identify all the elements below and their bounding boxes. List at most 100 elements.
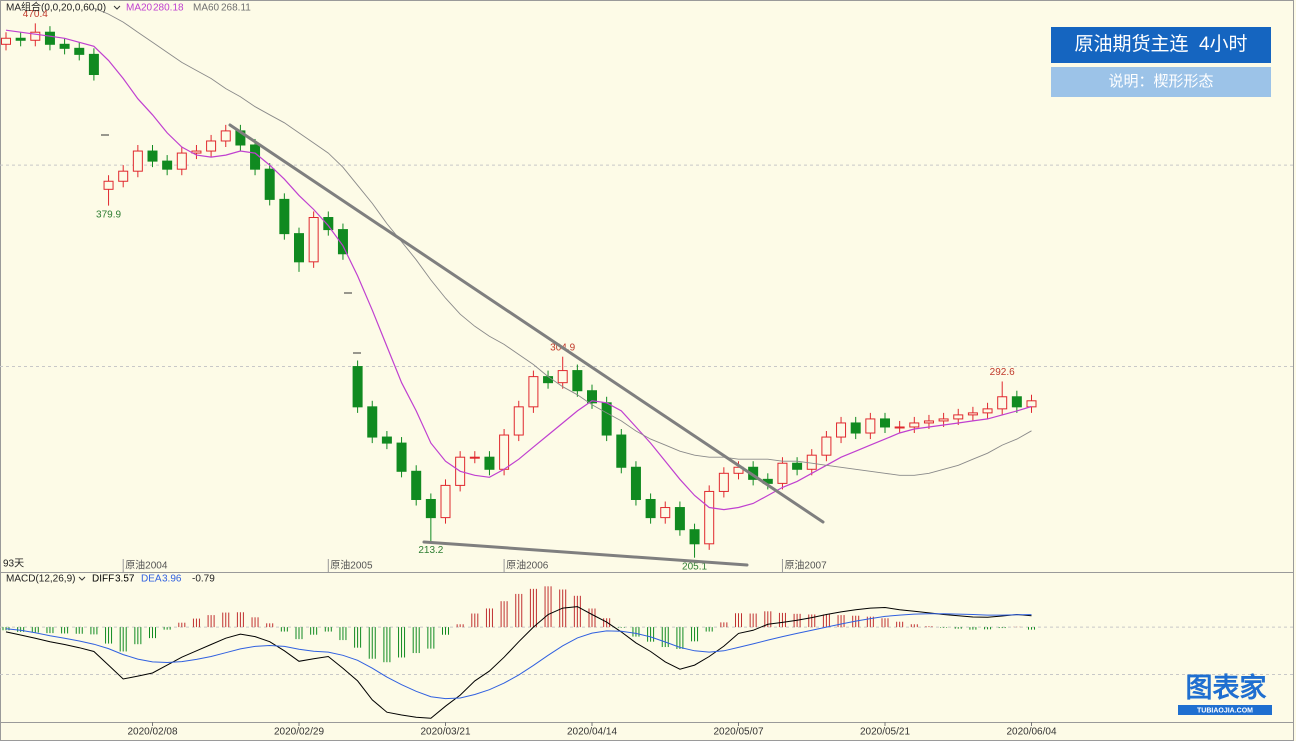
macd-line xyxy=(5,613,1032,700)
candle-body xyxy=(1026,400,1037,408)
candle-body xyxy=(997,396,1008,410)
candle-body xyxy=(953,414,964,420)
candle-body xyxy=(44,31,55,45)
note-box xyxy=(1051,67,1271,97)
dropdown-icon xyxy=(78,576,86,581)
candle-body xyxy=(499,434,510,470)
logo: 图表家 xyxy=(1186,672,1267,703)
low-label: 213.2 xyxy=(418,545,443,556)
legend-value: 280.18 xyxy=(153,3,184,14)
candle-body xyxy=(967,412,978,416)
panel-title: 原油期货主连 4小时 xyxy=(1074,33,1247,55)
candle-body xyxy=(909,422,920,428)
candle-body xyxy=(718,472,729,492)
wedge-lower xyxy=(422,540,749,567)
candle-body xyxy=(821,436,832,456)
plot: 2020/02/08 2020/02/29 2020/03/21 2020/04/14… xyxy=(0,7,1294,738)
legend-name: DIFF xyxy=(92,574,114,585)
legend-value: 268.11 xyxy=(221,3,251,14)
candle-body xyxy=(74,47,85,55)
candle-body xyxy=(601,402,612,436)
legend-name: DEA xyxy=(141,574,162,585)
candle-body xyxy=(425,498,436,519)
candle-body xyxy=(279,198,290,235)
legend-name: MA60 xyxy=(193,3,220,14)
candle-body xyxy=(1,37,11,45)
candle-body xyxy=(513,406,524,436)
candle-body xyxy=(264,168,275,200)
candle-body xyxy=(220,130,231,142)
macd-label: MACD(12,26,9) xyxy=(6,574,75,585)
candle-body xyxy=(396,442,407,472)
candle-body xyxy=(337,229,348,255)
candle-body xyxy=(59,43,70,49)
candle-body xyxy=(323,217,334,231)
candle-body xyxy=(557,370,568,384)
candle-body xyxy=(367,406,378,438)
contract-label: 原油2007 xyxy=(784,559,827,572)
candle-body xyxy=(118,170,129,182)
x-tick-label: 2020/02/08 xyxy=(127,727,177,738)
candle-body xyxy=(352,366,363,408)
candle-body xyxy=(616,434,627,468)
panel-note: 说明：楔形形态 xyxy=(1108,73,1213,90)
indicator-label: MA组合(0,0,20,0,60,0) xyxy=(6,1,106,14)
candle-body xyxy=(469,456,480,459)
ma-line xyxy=(5,29,1032,511)
candle-body xyxy=(806,454,817,470)
title-box xyxy=(1051,27,1271,63)
candle-body xyxy=(572,370,583,392)
ma-line xyxy=(93,7,1032,476)
candle-body xyxy=(206,140,217,152)
candle-body xyxy=(630,466,641,500)
x-tick-label: 2020/03/21 xyxy=(420,727,470,738)
candle-body xyxy=(103,180,114,190)
candle-body xyxy=(250,144,261,170)
low-label: 205.1 xyxy=(682,561,707,572)
low-label: 379.9 xyxy=(96,209,121,220)
candle-body xyxy=(792,462,803,470)
candle-body xyxy=(733,466,744,474)
candle-body xyxy=(880,418,890,428)
period-label: 93天 xyxy=(3,559,24,570)
wedge-upper xyxy=(228,123,825,524)
candle-body xyxy=(982,408,993,414)
candle-body xyxy=(30,31,41,41)
x-tick-label: 2020/02/29 xyxy=(274,727,324,738)
dropdown-icon xyxy=(113,5,121,10)
macd-line xyxy=(5,606,1032,719)
contract-label: 原油2005 xyxy=(330,559,373,572)
high-label: 470.4 xyxy=(23,9,48,20)
legend-value: 3.96 xyxy=(162,574,182,585)
candle-body xyxy=(894,426,905,429)
x-tick-label: 2020/05/07 xyxy=(713,727,763,738)
candle-body xyxy=(147,150,158,162)
candle-body xyxy=(938,418,949,422)
x-tick-label: 2020/04/14 xyxy=(567,727,617,738)
high-label: 292.6 xyxy=(990,367,1015,378)
x-tick-label: 2020/05/21 xyxy=(860,727,910,738)
wedge-lines xyxy=(228,123,825,567)
contract-label: 原油2004 xyxy=(125,559,168,572)
contract-label: 原油2006 xyxy=(506,559,549,572)
candle-body xyxy=(660,507,671,519)
legend-value: 3.57 xyxy=(115,574,135,585)
logo-url: TUBIAOJIA.COM xyxy=(1197,707,1253,714)
candle-body xyxy=(704,490,715,545)
candle-body xyxy=(777,462,788,484)
candle-body xyxy=(15,37,26,41)
candle-body xyxy=(674,507,685,531)
logo-strip xyxy=(1178,705,1272,715)
candle-body xyxy=(689,529,700,545)
candle-body xyxy=(587,390,597,404)
candle-body xyxy=(850,422,861,434)
candle-body xyxy=(132,150,143,172)
candle-body xyxy=(543,376,554,384)
candle-body xyxy=(176,152,187,170)
candle-body xyxy=(411,470,422,500)
candle-body xyxy=(440,484,451,519)
candle-body xyxy=(308,217,319,263)
legend-value: -0.79 xyxy=(192,574,215,585)
